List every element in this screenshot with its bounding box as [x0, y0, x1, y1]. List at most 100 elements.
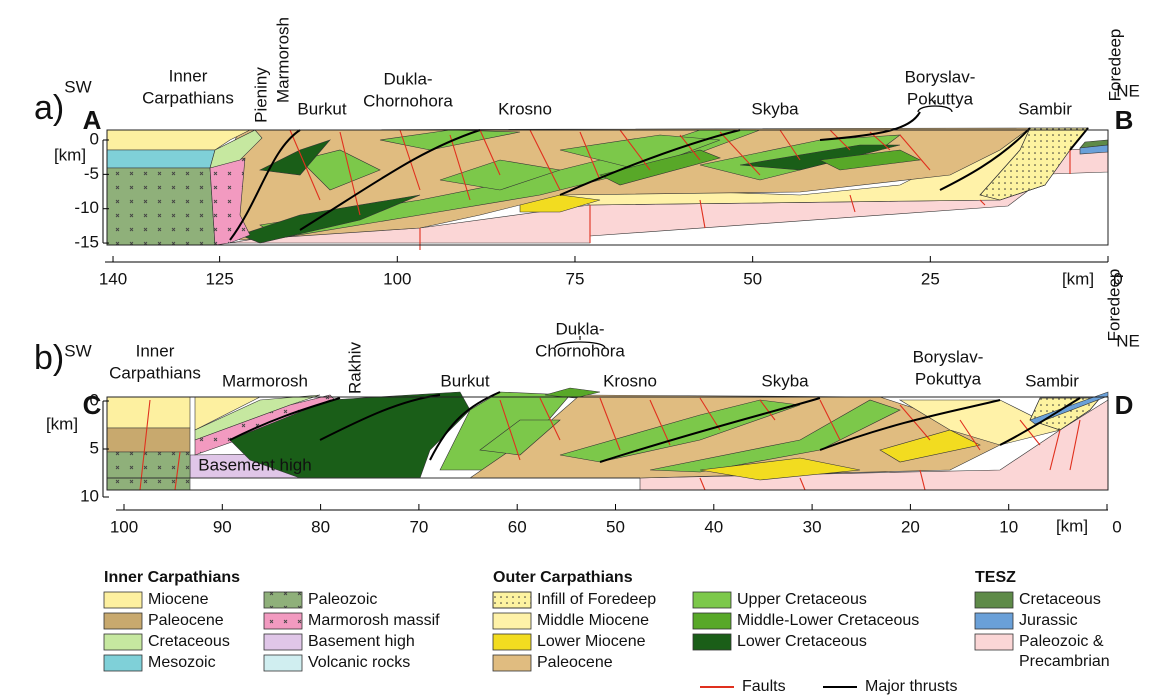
- legend-label: Miocene: [148, 591, 209, 608]
- unit-label: Skyba: [751, 99, 799, 118]
- unit-label: Pokuttya: [915, 369, 982, 388]
- legend-label: Mesozoic: [148, 654, 216, 671]
- distance-unit: [km]: [1062, 269, 1094, 288]
- distance-unit: [km]: [1056, 516, 1088, 535]
- legend-label: Jurassic: [1019, 612, 1078, 629]
- legend-swatch: [493, 634, 531, 650]
- unit-label: Dukla-: [383, 69, 432, 88]
- unit-label: Rakhiv: [345, 342, 364, 394]
- unit-label: Marmorosh: [222, 371, 308, 390]
- legend-swatch: [104, 613, 142, 629]
- legend-label: Volcanic rocks: [308, 654, 410, 671]
- legend-swatch: [975, 613, 1013, 629]
- unit-label: Sambir: [1025, 371, 1079, 390]
- distance-tick-label: 25: [921, 269, 940, 288]
- distance-tick-label: 80: [311, 517, 330, 536]
- depth-tick-label: -10: [74, 198, 99, 217]
- unit-label: Sambir: [1018, 99, 1072, 118]
- legend-label: Paleocene: [148, 612, 224, 629]
- distance-tick-label: 50: [606, 517, 625, 536]
- legend-label: Middle-Lower Cretaceous: [737, 612, 919, 629]
- direction-label: SW: [64, 77, 91, 96]
- legend-label: Cretaceous: [1019, 591, 1101, 608]
- legend-swatch: [104, 634, 142, 650]
- legend-label: Lower Miocene: [537, 633, 646, 650]
- legend-label: Marmorosh massif: [308, 612, 440, 629]
- legend-label: Paleocene: [537, 654, 613, 671]
- distance-tick-label: 60: [508, 517, 527, 536]
- unit-label: Carpathians: [109, 363, 201, 382]
- unit-label: Krosno: [498, 99, 552, 118]
- legend-swatch: [975, 634, 1013, 650]
- unit-label: Chornohora: [363, 91, 453, 110]
- depth-tick-label: 0: [90, 390, 99, 409]
- unit-label: Burkut: [440, 371, 489, 390]
- unit-label: Boryslav-: [905, 67, 976, 86]
- legend-title: Inner Carpathians: [104, 569, 240, 586]
- section-end: D: [1115, 390, 1134, 420]
- legend-swatch: [693, 613, 731, 629]
- section-end: B: [1115, 105, 1134, 135]
- unit-label: Chornohora: [535, 341, 625, 360]
- legend-label: Precambrian: [1019, 653, 1110, 670]
- legend-swatch: [693, 592, 731, 608]
- legend-swatch: [104, 592, 142, 608]
- distance-tick-label: 40: [704, 517, 723, 536]
- distance-tick-label: 125: [205, 269, 233, 288]
- unit-label: Basement high: [198, 455, 311, 474]
- legend-title: Outer Carpathians: [493, 569, 633, 586]
- unit-label: Boryslav-: [913, 347, 984, 366]
- legend-label: Infill of Foredeep: [537, 591, 656, 608]
- depth-unit: [km]: [46, 414, 78, 433]
- legend-label: Basement high: [308, 633, 415, 650]
- unit-label: Burkut: [297, 99, 346, 118]
- depth-tick-label: 0: [90, 129, 99, 148]
- legend-swatch: [975, 592, 1013, 608]
- depth-tick-label: 10: [80, 486, 99, 505]
- distance-tick-label: 50: [743, 269, 762, 288]
- legend-swatch: [264, 634, 302, 650]
- dot-overlay: [493, 592, 531, 608]
- legend-label: Cretaceous: [148, 633, 230, 650]
- depth-tick-label: -15: [74, 233, 99, 252]
- distance-tick-label: 100: [383, 269, 411, 288]
- legend-label: Major thrusts: [865, 678, 957, 695]
- legend-swatch: [104, 655, 142, 671]
- distance-tick-label: 10: [999, 517, 1018, 536]
- unit-label: Skyba: [761, 371, 809, 390]
- panel-letter: a): [34, 89, 64, 127]
- depth-unit: [km]: [54, 145, 86, 164]
- unit-label: Foredeep: [1104, 269, 1123, 342]
- unit-label: Krosno: [603, 371, 657, 390]
- legend-swatch: [493, 655, 531, 671]
- unit-label: Foredeep: [1105, 29, 1124, 102]
- distance-tick-label: 20: [901, 517, 920, 536]
- distance-tick-label: 100: [110, 517, 138, 536]
- distance-tick-label: 90: [213, 517, 232, 536]
- legend-label: Faults: [742, 678, 786, 695]
- legend-label: Upper Cretaceous: [737, 591, 867, 608]
- unit-label: Pokuttya: [907, 89, 974, 108]
- unit-label: Marmorosh: [273, 17, 292, 103]
- distance-tick-label: 30: [803, 517, 822, 536]
- unit-label: Inner: [169, 66, 208, 85]
- panel-letter: b): [34, 339, 64, 377]
- unit-label: Pieniny: [251, 67, 270, 123]
- rock-unit: [107, 428, 190, 452]
- depth-tick-label: 5: [90, 438, 99, 457]
- legend-swatch: [264, 592, 302, 608]
- unit-label: Dukla-: [555, 319, 604, 338]
- legend-label: Paleozoic &: [1019, 633, 1104, 650]
- distance-tick-label: 140: [99, 269, 127, 288]
- distance-tick-label: 70: [409, 517, 428, 536]
- rock-unit: [107, 168, 215, 245]
- unit-label: Carpathians: [142, 88, 234, 107]
- legend-label: Paleozoic: [308, 591, 377, 608]
- legend-swatch: [264, 613, 302, 629]
- legend-title: TESZ: [975, 569, 1016, 586]
- legend-swatch: [493, 613, 531, 629]
- legend-swatch: [264, 655, 302, 671]
- legend-swatch: [693, 634, 731, 650]
- rock-unit: [107, 150, 215, 168]
- distance-tick-label: 75: [566, 269, 585, 288]
